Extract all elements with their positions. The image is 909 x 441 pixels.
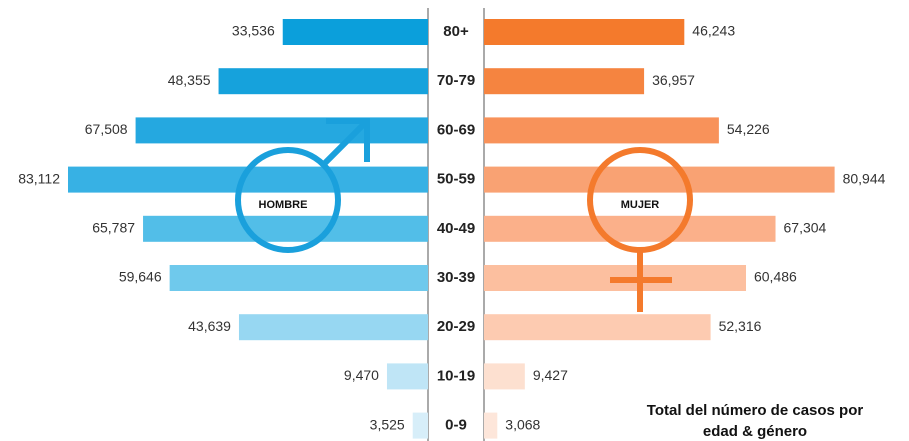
bar <box>484 215 776 242</box>
category-label: 80+ <box>443 23 469 40</box>
value-label: 9,470 <box>344 367 379 383</box>
value-label: 3,525 <box>370 416 405 432</box>
value-label: 33,536 <box>232 23 275 39</box>
bar <box>135 117 428 144</box>
bar <box>218 68 428 95</box>
bar <box>484 19 685 45</box>
bar <box>484 412 498 439</box>
bar <box>143 215 428 242</box>
category-label: 10-19 <box>437 367 475 384</box>
bar <box>484 68 645 95</box>
gender-symbols: HOMBRE MUJER <box>235 118 693 312</box>
value-label: 9,427 <box>533 367 568 383</box>
category-label: 0-9 <box>445 417 467 434</box>
bar <box>412 412 428 439</box>
bar <box>282 19 428 45</box>
category-label: 40-49 <box>437 220 475 237</box>
value-label: 3,068 <box>505 416 540 432</box>
legend-label: HOMBRE <box>259 199 308 211</box>
value-label: 65,787 <box>92 220 135 236</box>
legend-label: MUJER <box>621 199 660 211</box>
category-label: 30-39 <box>437 269 475 286</box>
value-label: 48,355 <box>168 72 211 88</box>
male-arrow <box>320 121 367 168</box>
category-label: 70-79 <box>437 72 475 89</box>
male-symbol <box>235 147 341 253</box>
value-label: 80,944 <box>843 170 886 186</box>
value-label: 52,316 <box>719 318 762 334</box>
bar <box>238 314 428 341</box>
value-label: 46,243 <box>692 23 735 39</box>
value-label: 83,112 <box>18 170 60 186</box>
bar <box>386 363 428 390</box>
bar <box>484 117 719 144</box>
value-label: 60,486 <box>754 269 797 285</box>
bar <box>484 363 525 390</box>
bar <box>484 314 711 341</box>
bar <box>169 265 429 291</box>
bar <box>484 166 835 193</box>
value-label: 67,508 <box>85 121 128 137</box>
value-label: 67,304 <box>784 220 827 236</box>
value-label: 36,957 <box>652 72 695 88</box>
value-label: 54,226 <box>727 121 770 137</box>
male-arrow-head <box>326 118 370 162</box>
category-label: 60-69 <box>437 121 475 138</box>
category-label: 20-29 <box>437 318 475 335</box>
value-label: 59,646 <box>119 269 162 285</box>
category-label: 50-59 <box>437 171 475 188</box>
value-label: 43,639 <box>188 318 231 334</box>
chart-title: Total del número de casos por edad & gén… <box>646 402 864 440</box>
